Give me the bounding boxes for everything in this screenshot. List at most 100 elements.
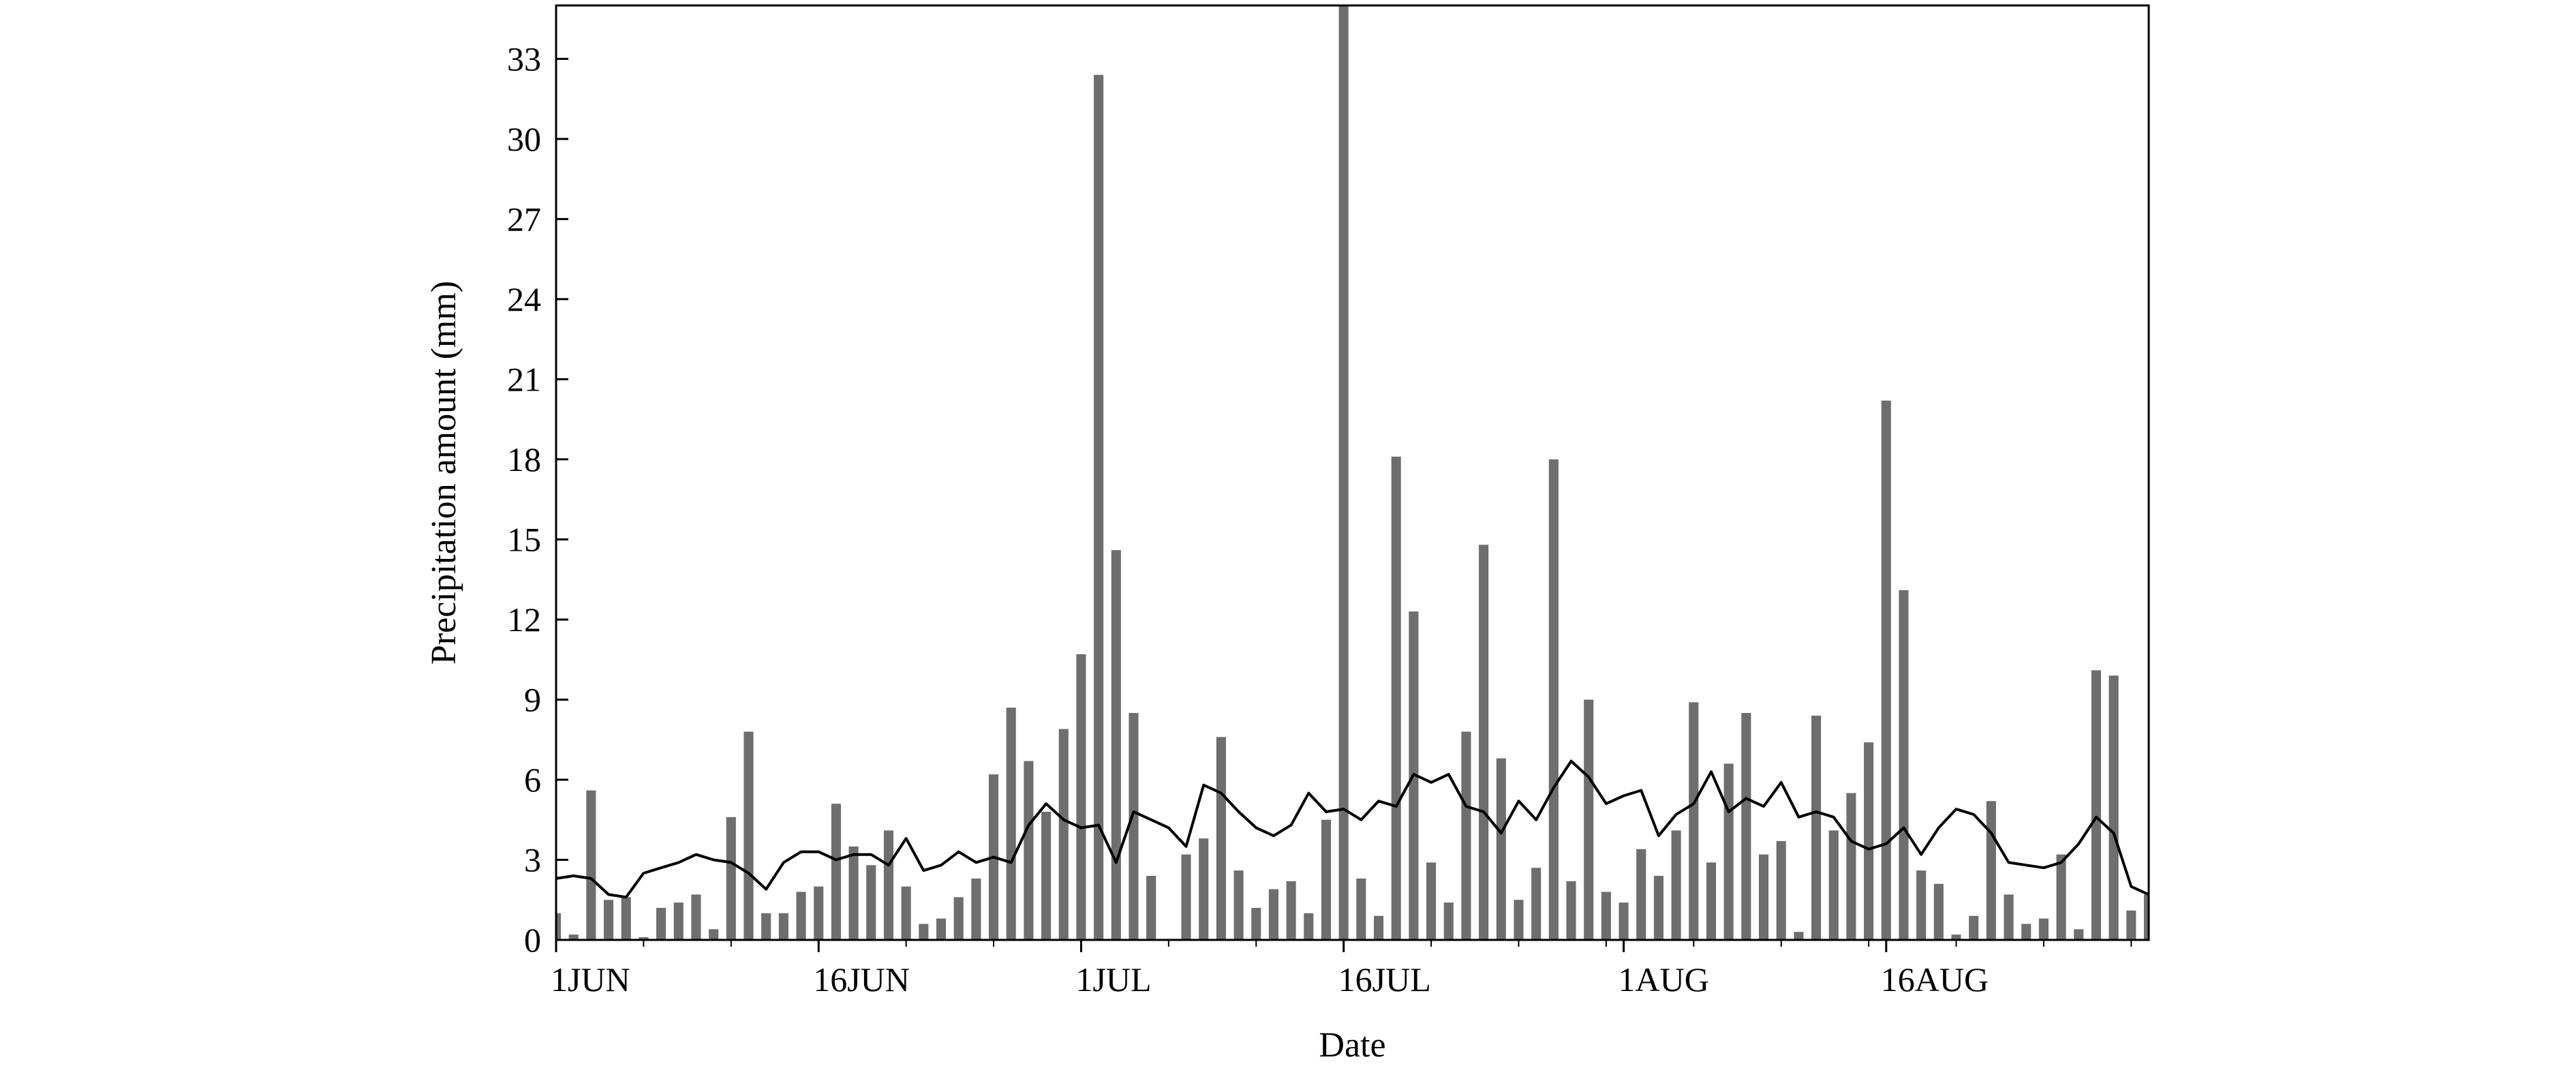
x-tick-label-16jun: 16JUN xyxy=(813,960,910,999)
y-tick-label-9: 9 xyxy=(524,680,541,718)
line-series-path xyxy=(555,759,2149,899)
bar-day-12 xyxy=(743,731,754,940)
bar-day-23 xyxy=(936,918,947,940)
y-tick-label-12: 12 xyxy=(507,600,541,639)
bar-day-92 xyxy=(2143,894,2149,940)
bar-day-70 xyxy=(1758,854,1769,940)
y-tick-label-21: 21 xyxy=(507,360,541,398)
bar-day-66 xyxy=(1689,702,1699,940)
bar-day-19 xyxy=(866,865,876,940)
x-axis: 1JUN 16JUN 1JUL 16JUL 1AUG 16AUG xyxy=(551,940,2132,999)
bar-day-73 xyxy=(1811,715,1822,940)
y-axis: 0 3 6 9 12 15 18 21 24 27 30 33 xyxy=(507,40,568,959)
bar-day-24 xyxy=(953,897,964,940)
bar-day-74 xyxy=(1828,830,1839,940)
bar-day-71 xyxy=(1776,841,1786,940)
bar-day-47 xyxy=(1356,878,1366,940)
bar-day-17 xyxy=(831,804,841,940)
bar-day-91 xyxy=(2126,910,2136,940)
x-tick-label-1jul: 1JUL xyxy=(1075,960,1151,999)
y-axis-label: Precipitation amount (mm) xyxy=(425,281,463,665)
x-axis-label: Date xyxy=(1319,1026,1385,1063)
y-tick-label-30: 30 xyxy=(507,120,541,158)
y-tick-label-15: 15 xyxy=(507,520,541,558)
bar-day-14 xyxy=(778,913,788,940)
bar-day-49 xyxy=(1391,456,1401,940)
bar-day-62 xyxy=(1619,902,1629,940)
bar-day-82 xyxy=(1969,915,1979,940)
y-tick-label-3: 3 xyxy=(524,840,541,879)
bar-day-57 xyxy=(1531,868,1542,940)
bar-day-76 xyxy=(1864,742,1874,940)
plot-frame xyxy=(555,4,2150,941)
bar-day-67 xyxy=(1706,862,1717,940)
bar-day-63 xyxy=(1636,849,1646,940)
bar-day-37 xyxy=(1181,854,1191,940)
bar-day-10 xyxy=(709,929,719,940)
bar-day-55 xyxy=(1496,758,1506,940)
bar-day-83 xyxy=(1986,801,1996,940)
bar-day-72 xyxy=(1794,932,1804,940)
bar-day-53 xyxy=(1461,731,1471,940)
bar-day-41 xyxy=(1251,907,1261,940)
bar-day-25 xyxy=(971,878,981,940)
bar-day-3 xyxy=(586,790,596,940)
bar-day-18 xyxy=(848,846,859,940)
bar-day-88 xyxy=(2074,929,2084,940)
bar-day-60 xyxy=(1584,699,1594,940)
y-tick-label-18: 18 xyxy=(507,440,541,478)
y-tick-label-27: 27 xyxy=(507,200,541,238)
bar-day-30 xyxy=(1058,729,1069,940)
bar-day-11 xyxy=(726,817,736,940)
bar-day-27 xyxy=(1006,707,1016,940)
bar-day-90 xyxy=(2109,675,2119,940)
bar-day-8 xyxy=(673,902,684,940)
bar-day-20 xyxy=(883,830,894,940)
bar-day-46 xyxy=(1338,5,1349,940)
bar-day-59 xyxy=(1566,881,1576,940)
bar-day-79 xyxy=(1916,870,1927,940)
bar-day-40 xyxy=(1233,870,1244,940)
bar-day-80 xyxy=(1933,883,1944,940)
bar-day-5 xyxy=(621,897,631,940)
bar-day-33 xyxy=(1111,550,1121,940)
bar-day-39 xyxy=(1216,737,1226,940)
bar-day-28 xyxy=(1024,761,1034,940)
x-tick-label-16aug: 16AUG xyxy=(1881,960,1989,999)
y-tick-label-0: 0 xyxy=(524,921,541,959)
bar-day-29 xyxy=(1041,811,1052,940)
bar-day-13 xyxy=(761,913,771,940)
x-tick-label-16jul: 16JUL xyxy=(1338,960,1431,999)
bar-day-52 xyxy=(1443,902,1454,940)
bar-day-68 xyxy=(1723,763,1734,940)
bar-day-54 xyxy=(1479,545,1489,940)
bar-day-51 xyxy=(1426,862,1437,940)
bar-day-85 xyxy=(2021,924,2031,940)
bar-day-7 xyxy=(656,907,666,940)
bar-day-1 xyxy=(556,913,562,940)
bar-series xyxy=(556,5,2149,941)
bar-day-22 xyxy=(919,924,929,940)
bar-day-35 xyxy=(1146,875,1156,940)
x-tick-label-1aug: 1AUG xyxy=(1619,960,1709,999)
bar-day-34 xyxy=(1129,713,1139,940)
bar-day-86 xyxy=(2038,918,2049,940)
bar-day-64 xyxy=(1653,875,1663,940)
bar-day-21 xyxy=(901,886,911,940)
bar-day-16 xyxy=(814,886,824,940)
bar-day-45 xyxy=(1321,819,1332,940)
bar-day-2 xyxy=(568,934,579,940)
bar-day-77 xyxy=(1881,400,1891,940)
bar-day-87 xyxy=(2056,854,2066,940)
bar-day-84 xyxy=(2004,894,2014,940)
bar-day-4 xyxy=(603,900,614,940)
y-tick-label-24: 24 xyxy=(507,280,541,318)
bar-day-15 xyxy=(796,892,806,940)
bar-day-6 xyxy=(639,937,649,940)
bar-day-61 xyxy=(1601,892,1611,940)
bar-day-38 xyxy=(1199,838,1209,940)
line-series xyxy=(555,759,2149,899)
bar-day-65 xyxy=(1671,830,1681,940)
